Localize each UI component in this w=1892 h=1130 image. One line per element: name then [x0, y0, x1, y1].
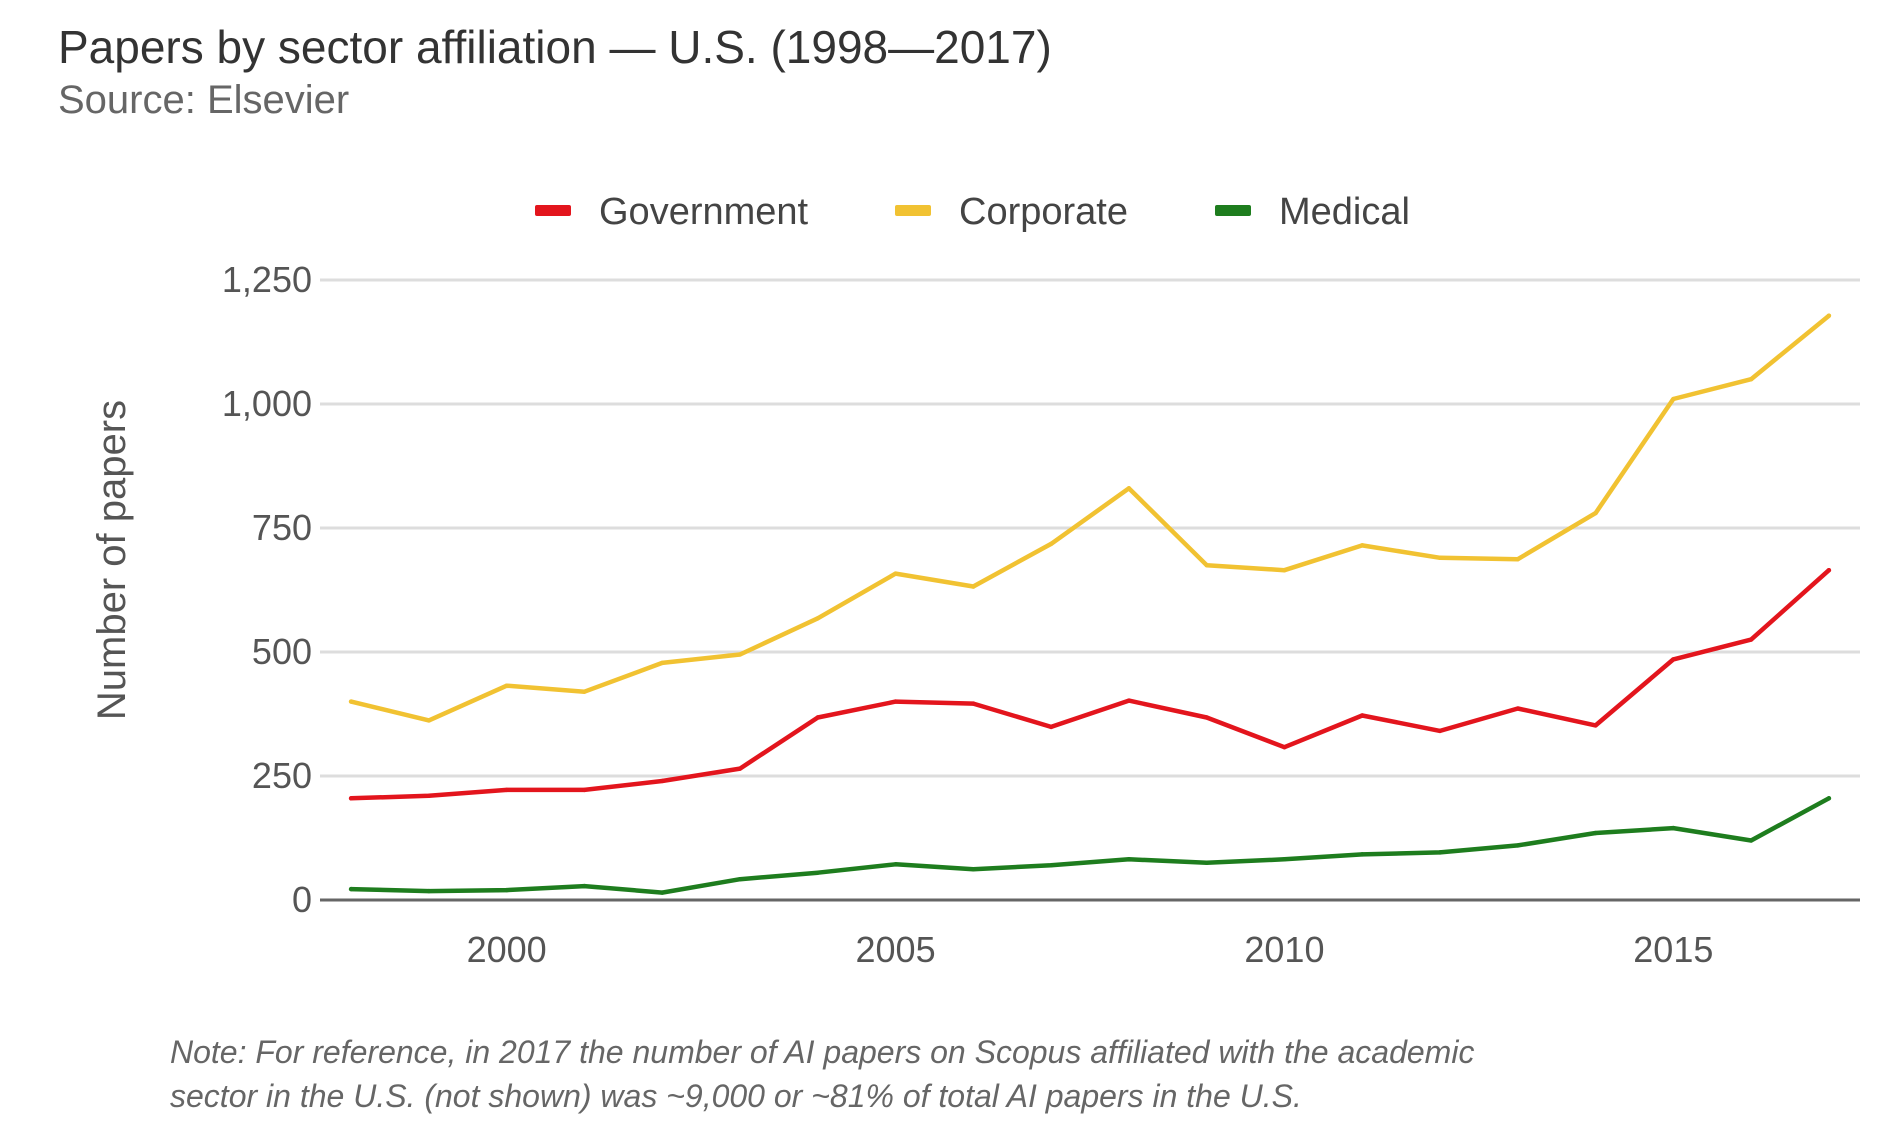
data-point-government — [426, 793, 432, 799]
x-tick-label: 2005 — [856, 929, 936, 970]
data-point-corporate — [1515, 557, 1520, 562]
data-point-medical — [893, 862, 898, 867]
data-point-corporate — [971, 584, 976, 589]
data-point-medical — [504, 887, 509, 893]
data-point-government — [348, 796, 354, 801]
chart-note: Note: For reference, in 2017 the number … — [170, 1030, 1750, 1118]
data-point-government — [815, 715, 820, 720]
legend-label-government: Government — [599, 191, 809, 233]
data-point-medical — [1048, 863, 1054, 868]
data-point-medical — [1515, 843, 1520, 848]
legend-label-corporate: Corporate — [959, 191, 1128, 233]
data-point-government — [1437, 728, 1443, 734]
data-point-corporate — [504, 683, 509, 688]
x-tick-label: 2000 — [467, 929, 547, 970]
data-point-medical — [971, 867, 976, 872]
series-line-medical — [348, 796, 1832, 895]
data-point-corporate — [1748, 377, 1754, 382]
legend-swatch-medical — [1215, 205, 1251, 216]
data-point-corporate — [1360, 543, 1365, 548]
data-point-government — [1593, 723, 1598, 728]
data-point-corporate — [1204, 563, 1209, 568]
data-point-government — [1126, 698, 1132, 703]
data-point-corporate — [1593, 510, 1598, 516]
y-tick-label: 750 — [252, 507, 312, 548]
data-point-corporate — [815, 616, 820, 621]
data-point-corporate — [737, 652, 743, 657]
y-tick-label: 1,000 — [222, 383, 312, 424]
data-point-medical — [737, 876, 743, 882]
data-point-government — [893, 699, 898, 704]
data-point-medical — [1826, 796, 1832, 801]
data-point-government — [1204, 715, 1209, 720]
legend: Government Corporate Medical — [535, 191, 1410, 233]
data-point-medical — [1748, 838, 1754, 843]
data-point-corporate — [1826, 313, 1832, 318]
data-point-government — [1048, 724, 1054, 730]
data-point-government — [1826, 567, 1832, 573]
note-line-2: sector in the U.S. (not shown) was ~9,00… — [170, 1078, 1302, 1114]
data-point-government — [737, 766, 743, 771]
data-point-corporate — [1437, 555, 1443, 560]
tick-labels: 0 250 500 750 1,000 1,250 2000 2005 2010 2015 — [222, 259, 1713, 970]
data-point-medical — [1204, 860, 1209, 865]
data-point-government — [1282, 745, 1287, 750]
y-tick-label: 0 — [292, 879, 312, 920]
legend-swatch-corporate — [895, 205, 931, 216]
data-point-corporate — [1048, 541, 1054, 547]
data-point-medical — [815, 870, 820, 875]
note-line-1: Note: For reference, in 2017 the number … — [170, 1034, 1475, 1070]
x-tick-label: 2010 — [1244, 929, 1324, 970]
y-tick-label: 250 — [252, 755, 312, 796]
data-point-corporate — [893, 571, 898, 576]
data-point-corporate — [1126, 486, 1132, 491]
data-point-medical — [1593, 830, 1598, 836]
series-lines — [348, 313, 1832, 895]
y-tick-label: 1,250 — [222, 259, 312, 300]
data-point-medical — [1360, 852, 1365, 857]
data-point-medical — [1126, 857, 1132, 862]
data-point-medical — [348, 886, 354, 892]
line-chart: Government Corporate Medical Number of pap… — [90, 191, 1860, 970]
data-point-medical — [582, 883, 587, 889]
series-line-government — [348, 567, 1832, 801]
gridlines — [320, 278, 1860, 902]
data-point-government — [1748, 637, 1754, 642]
data-point-government — [660, 778, 665, 784]
data-point-government — [1515, 706, 1520, 711]
chart-subtitle: Source: Elsevier — [58, 78, 350, 122]
data-point-government — [504, 787, 509, 793]
legend-swatch-government — [535, 205, 571, 216]
data-point-government — [1671, 657, 1676, 662]
legend-label-medical: Medical — [1279, 191, 1410, 233]
data-point-medical — [1671, 825, 1676, 831]
data-point-government — [971, 701, 976, 706]
data-point-corporate — [660, 660, 665, 666]
data-point-medical — [1437, 850, 1443, 855]
y-axis-label: Number of papers — [90, 400, 134, 720]
data-point-medical — [426, 888, 432, 894]
chart-title: Papers by sector affiliation — U.S. (199… — [58, 21, 1052, 73]
data-point-government — [1360, 713, 1365, 718]
data-point-medical — [660, 890, 665, 895]
data-point-corporate — [582, 689, 587, 694]
data-point-government — [582, 787, 587, 793]
data-point-medical — [1282, 857, 1287, 862]
x-tick-label: 2015 — [1633, 929, 1713, 970]
y-tick-label: 500 — [252, 631, 312, 672]
series-line-corporate — [348, 313, 1832, 723]
data-point-corporate — [348, 699, 354, 704]
data-point-corporate — [1282, 567, 1287, 573]
data-point-corporate — [426, 718, 432, 723]
data-point-corporate — [1671, 396, 1676, 402]
